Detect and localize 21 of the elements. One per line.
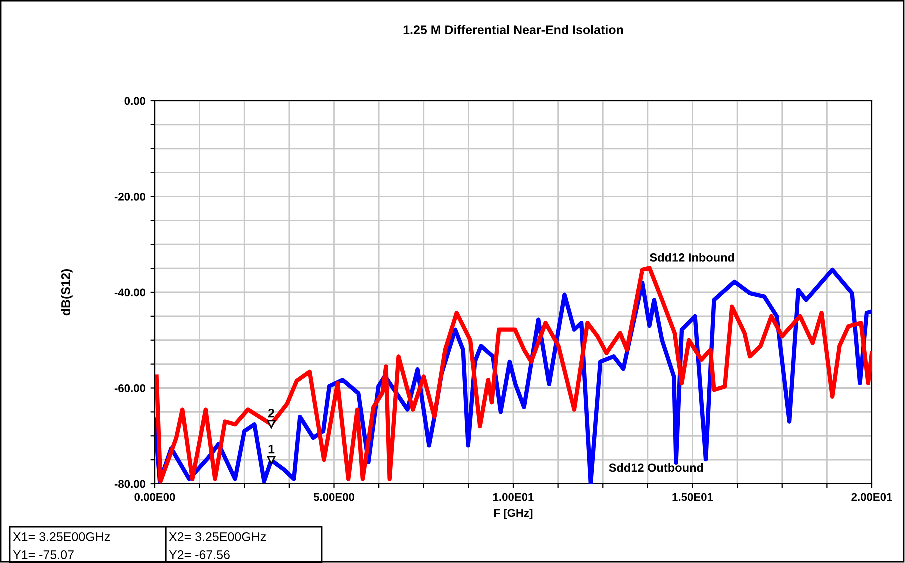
series-label: Sdd12 Outbound	[609, 463, 704, 472]
y-tick-label: -40.00	[114, 288, 146, 297]
x-tick-label: 2.00E01	[852, 493, 892, 502]
x-tick-label: 1.50E01	[672, 493, 714, 502]
annotation: 2	[268, 408, 274, 418]
series-label: Sdd12 Inbound	[650, 253, 734, 262]
y-tick-label: -60.00	[114, 384, 146, 392]
annotation: 1	[268, 445, 275, 454]
text: Y1= -75.07	[13, 550, 74, 560]
text: X2= 3.25E00GHz	[169, 532, 266, 542]
x-axis-title: F [GHz]	[494, 508, 533, 520]
x-tick-label: 0.00E00	[134, 493, 176, 502]
x-tick-label: 5.00E00	[314, 493, 354, 502]
x-tick-label: 1.00E01	[494, 493, 534, 502]
chart-title: 1.25 M Differential Near-End Isolation	[404, 25, 624, 34]
y-axis-title: dB(S12)	[61, 270, 73, 316]
text: Y2= -67.56	[169, 550, 230, 560]
y-tick-label: -20.00	[114, 193, 146, 201]
y-tick-label: -80.00	[114, 480, 146, 488]
y-tick-label: 0.00	[124, 97, 146, 106]
text: X1= 3.25E00GHz	[13, 532, 110, 542]
